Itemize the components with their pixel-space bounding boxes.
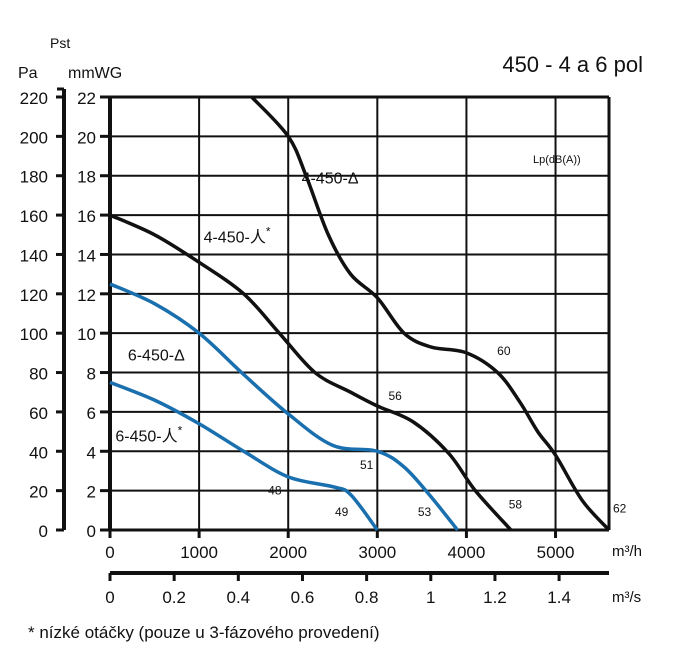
x2-tick-label: 0.2 [162,588,186,607]
grid [109,95,611,532]
y-tick-label-mm: 4 [87,443,96,462]
x2-tick-label: 0.8 [355,588,379,607]
y-tick-label-pa: 160 [20,207,48,226]
chart-title: 450 - 4 a 6 pol [502,52,643,77]
noise-label: Lp(dB(A)) [533,154,581,166]
y-tick-label-pa: 180 [20,168,48,187]
x-tick-label: 1000 [180,543,218,562]
noise-level-label: 60 [497,344,511,358]
noise-level-label: 58 [509,497,523,511]
y-tick-label-pa: 140 [20,246,48,265]
curve-6-450-Δ [109,282,459,532]
y-tick-label-pa: 220 [20,89,48,108]
y-tick-label-mm: 18 [77,168,96,187]
y-tick-label-mm: 12 [77,286,96,305]
series-label: 4-450-人* [204,225,271,247]
y-tick-label-mm: 22 [77,89,96,108]
x-tick-label: 2000 [269,543,307,562]
x2-tick-label: 1.2 [483,588,507,607]
x-tick-label: 4000 [448,543,486,562]
x-tick-label: 0 [105,543,114,562]
x2-tick-label: 0 [105,588,114,607]
y-tick-label-pa: 60 [29,404,48,423]
y-tick-label-pa: 0 [39,522,48,541]
y-tick-label-pa: 120 [20,286,48,305]
y-label-mmwg: mmWG [68,65,122,82]
y-tick-label-mm: 0 [87,522,96,541]
y-tick-label-mm: 10 [77,325,96,344]
curve-4-450-人 [109,213,513,532]
y-label-pa: Pa [18,65,38,82]
y-tick-label-pa: 80 [29,365,48,384]
series-label-star: * [266,225,271,239]
noise-level-label: 51 [360,458,374,472]
noise-level-label: 56 [388,389,402,403]
x-tick-label: 3000 [358,543,396,562]
series-label: 6-450-人* [115,423,182,445]
y-tick-label-pa: 200 [20,128,48,147]
x2-tick-label: 0.4 [226,588,250,607]
y-tick-label-pa: 20 [29,483,48,502]
y-tick-label-pa: 100 [20,325,48,344]
x2-tick-label: 1.4 [547,588,571,607]
y-tick-label-pa: 40 [29,443,48,462]
noise-level-label: 48 [268,484,282,498]
x2-tick-label: 0.6 [291,588,315,607]
x2-tick-label: 1 [426,588,435,607]
footnote: * nízké otáčky (pouze u 3-fázového prove… [28,623,380,642]
series-label: 4-450-Δ [302,171,359,188]
y-tick-label-mm: 8 [87,365,96,384]
curves [109,95,611,532]
y-tick-label-mm: 20 [77,128,96,147]
axes: 0022044066088010100121201414016160181802… [20,87,609,607]
curve-4-450-Δ [250,95,611,532]
x-tick-label: 5000 [537,543,575,562]
series-label-star: * [178,423,183,437]
y-label-pst: Pst [50,35,70,51]
x2-axis-label: m³/s [612,589,641,606]
noise-level-label: 53 [418,505,432,519]
series-label: 6-450-Δ [128,348,185,365]
y-tick-label-mm: 16 [77,207,96,226]
labels: 4-450-Δ 4-450-人* 6-450-Δ 6-450-人* 60 56 58 62 51… [115,171,626,520]
curve-6-450-人 [109,380,379,532]
noise-level-label: 49 [335,505,349,519]
y-tick-label-mm: 14 [77,246,96,265]
x-axis-label: m³/h [612,543,642,560]
noise-level-label: 62 [613,501,627,515]
y-tick-label-mm: 6 [87,404,96,423]
y-tick-label-mm: 2 [87,483,96,502]
